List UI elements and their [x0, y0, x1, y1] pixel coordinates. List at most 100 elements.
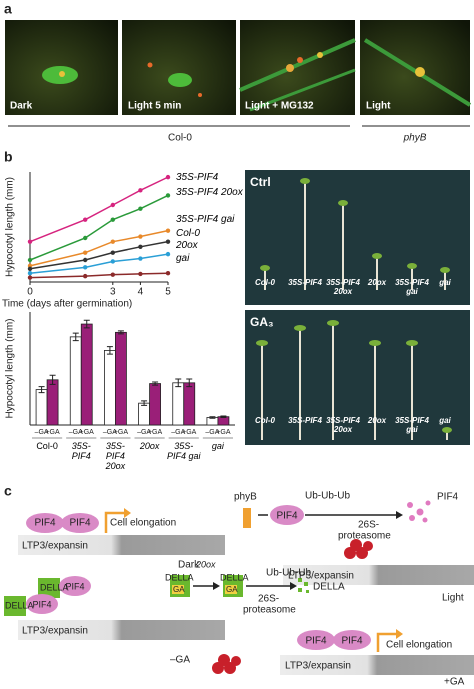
promoter: LTP3/expansin: [22, 626, 88, 637]
bar: [80, 323, 93, 426]
error-bar: [186, 378, 193, 388]
protein: PIF4: [276, 511, 298, 522]
photo: [245, 310, 470, 445]
error-bar: [209, 416, 216, 419]
genotype-label: 20ox: [367, 278, 387, 287]
protein: DELLA: [165, 572, 194, 582]
image-label: Light + MG132: [245, 101, 314, 112]
point: [27, 275, 33, 280]
bar: [149, 383, 161, 426]
genotype-label: 35S-PIF4 20ox: [326, 416, 360, 434]
error-bar: [117, 330, 124, 335]
proteasome: proteasome: [338, 531, 391, 542]
condition-label: –GA: [103, 429, 117, 436]
condition-label: –GA: [205, 429, 219, 436]
group-label: Col-0: [168, 133, 192, 144]
photo: [245, 170, 470, 305]
point: [165, 239, 171, 244]
point: [27, 239, 33, 244]
point: [110, 239, 116, 244]
line: [29, 194, 169, 261]
legend-entry: gai: [176, 253, 190, 264]
error-bar: [220, 415, 227, 418]
condition-label: –GA: [137, 429, 151, 436]
point: [83, 257, 88, 263]
condition-label: –GA: [35, 429, 49, 436]
panel-label: c: [4, 483, 12, 499]
bar: [104, 350, 116, 426]
micrographs: [5, 20, 472, 115]
condition: +GA: [444, 677, 465, 688]
hormone: GA: [226, 585, 238, 594]
output: Cell elongation: [386, 640, 452, 651]
x-tick-label: 4: [138, 287, 144, 298]
error-bar: [152, 381, 159, 386]
point: [110, 272, 116, 277]
panel-label: a: [4, 1, 12, 17]
point: [165, 193, 171, 198]
image-label: Light 5 min: [128, 101, 181, 112]
ubiquitin: Ub-Ub-Ub: [305, 491, 350, 502]
promoter: LTP3/expansin: [22, 541, 88, 552]
point: [83, 250, 88, 255]
bar: [115, 331, 127, 426]
protein: PIF4: [69, 518, 91, 529]
x-axis-label: Time (days after germination): [2, 299, 132, 310]
proteasome: proteasome: [243, 605, 296, 616]
point: [138, 206, 143, 211]
promoter: LTP3/expansin: [285, 661, 351, 672]
genotype-label: 35S-PIF4 gai: [395, 278, 429, 296]
genotype-label: Col-0: [255, 278, 275, 287]
point: [165, 174, 171, 180]
x-tick-label: 0: [27, 287, 33, 298]
point: [138, 234, 143, 239]
point: [138, 271, 143, 277]
genotype-label: gai: [439, 416, 451, 425]
condition: –GA: [170, 655, 190, 666]
protein: PIF4: [65, 581, 84, 591]
line: [29, 272, 169, 279]
protein: PIF4: [341, 636, 363, 647]
genotype-label: 35S-PIF4 gai: [395, 416, 429, 434]
point: [110, 250, 116, 255]
point: [27, 257, 33, 263]
point: [165, 271, 171, 276]
diagram-shapes: [4, 500, 474, 675]
genotype-label: Col-0: [255, 416, 275, 425]
condition-label: +GA: [114, 429, 129, 436]
x-tick-label: 35S-PIF4 gai: [166, 441, 201, 461]
degraded-protein: PIF4: [437, 492, 459, 503]
condition-label: –GA: [171, 429, 185, 436]
x-tick-label: gai: [211, 441, 224, 451]
condition-label: +GA: [216, 429, 231, 436]
legend-entry: 35S-PIF4 gai: [176, 214, 235, 225]
proteasome: 26S-: [258, 594, 279, 605]
genotype-label: 35S-PIF4 20ox: [326, 278, 360, 296]
protein: PIF4: [34, 518, 56, 529]
legend-entry: 35S-PIF4 20ox: [176, 187, 243, 198]
point: [165, 251, 171, 257]
y-axis-label: Hypocotyl length (mm): [5, 177, 16, 277]
x-tick-label: 3: [110, 287, 116, 298]
x-tick-label: Col-0: [36, 441, 58, 451]
point: [138, 188, 143, 193]
legend-entry: 35S-PIF4: [176, 172, 219, 183]
point: [110, 202, 116, 208]
condition: Dark: [178, 560, 200, 571]
x-tick-label: 5: [165, 287, 171, 298]
condition-label: –GA: [69, 429, 83, 436]
point: [110, 217, 116, 222]
condition-label: +GA: [182, 429, 197, 436]
enzyme: 20ox: [195, 559, 216, 569]
bar: [172, 382, 185, 426]
error-bar: [175, 378, 182, 388]
protein: DELLA: [5, 600, 34, 610]
y-axis-label: Hypocotyl length (mm): [5, 318, 16, 418]
point: [27, 266, 33, 271]
line: [29, 229, 169, 267]
panel-label: b: [4, 149, 13, 165]
point: [138, 256, 143, 261]
point: [110, 259, 116, 264]
point: [83, 235, 88, 241]
